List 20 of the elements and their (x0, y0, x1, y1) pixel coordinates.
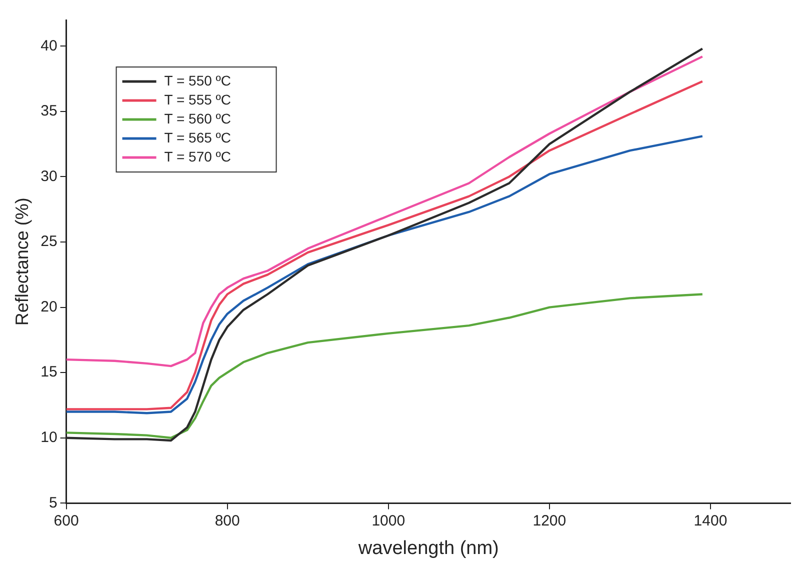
x-tick-label: 1400 (694, 512, 728, 530)
y-tick-label: 40 (40, 37, 58, 54)
x-axis-title: wavelength (nm) (357, 538, 499, 559)
y-tick-label: 15 (40, 364, 58, 381)
legend-label: T = 565 ºC (164, 129, 232, 146)
legend-label: T = 550 ºC (164, 72, 232, 88)
x-tick-label: 1200 (532, 512, 566, 530)
y-axis-title: Reflectance (%) (12, 198, 32, 326)
y-tick-label: 5 (48, 494, 58, 512)
y-tick-label: 25 (40, 233, 58, 250)
legend-label: T = 560 ºC (164, 110, 232, 126)
y-tick-label: 20 (40, 298, 58, 316)
y-tick-label: 30 (40, 168, 58, 185)
x-tick-label: 800 (214, 512, 240, 530)
x-tick-label: 600 (54, 512, 79, 530)
y-tick-label: 10 (40, 429, 58, 446)
y-tick-label: 35 (40, 102, 58, 120)
legend-label: T = 570 ºC (164, 148, 232, 164)
legend-label: T = 555 ºC (164, 91, 232, 108)
x-tick-label: 1000 (372, 512, 406, 530)
